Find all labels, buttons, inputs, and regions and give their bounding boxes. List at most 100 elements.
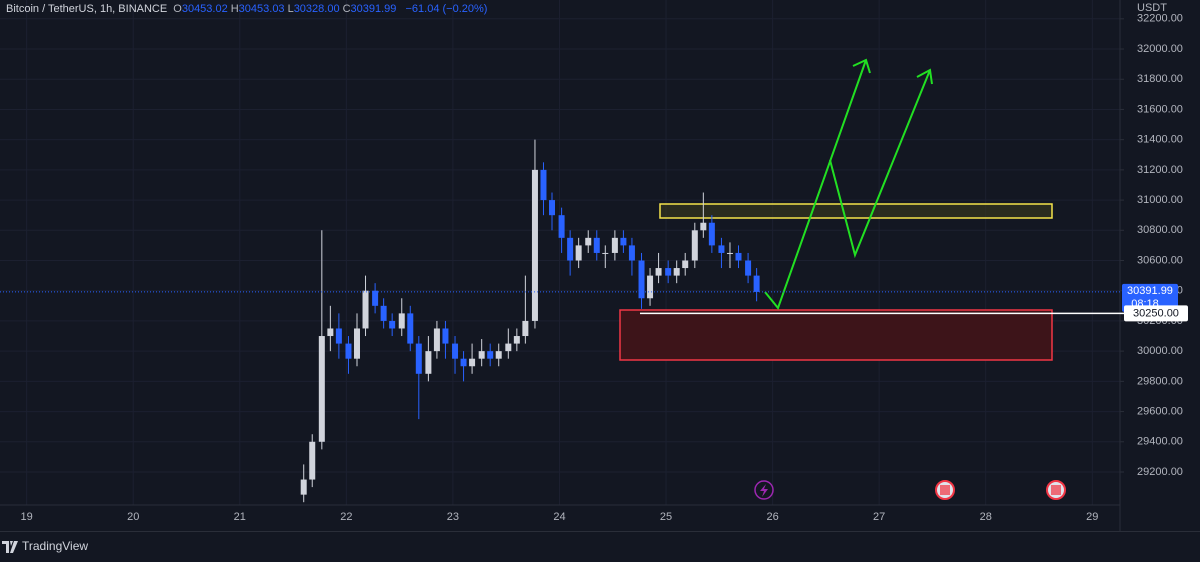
candle-body [735, 252, 742, 261]
y-tick-label: 29400.00 [1137, 436, 1183, 448]
candle-body [398, 313, 405, 329]
brand: TradingView [22, 539, 89, 553]
x-tick-label: 26 [766, 511, 778, 523]
candle-body [540, 169, 547, 201]
y-tick-label: 29800.00 [1137, 375, 1183, 387]
y-tick-label: 32000.00 [1137, 43, 1183, 55]
candle-body [673, 268, 680, 276]
candle-body [353, 328, 360, 359]
x-tick-label: 28 [980, 511, 992, 523]
y-tick-label: 31200.00 [1137, 164, 1183, 176]
price-line-label: 30250.00 [1133, 307, 1179, 319]
x-tick-label: 19 [21, 511, 33, 523]
candle-body [549, 200, 556, 216]
x-tick-label: 21 [234, 511, 246, 523]
candle-body [415, 343, 422, 374]
axis-unit: USDT [1137, 2, 1167, 14]
ohlc-key: O [173, 3, 182, 15]
candle-body [487, 351, 494, 359]
legend-header: Bitcoin / TetherUS, 1h, BINANCE O30453.0… [6, 3, 490, 15]
y-tick-label: 31600.00 [1137, 103, 1183, 115]
candle-body [389, 320, 396, 329]
candle-body [700, 222, 707, 231]
event-glyph [1051, 485, 1061, 495]
candle-body [522, 320, 529, 337]
candle-body [593, 237, 600, 253]
y-tick-label: 31400.00 [1137, 134, 1183, 146]
y-tick-label: 29200.00 [1137, 466, 1183, 478]
candle-body [558, 215, 565, 238]
candle-body [318, 336, 325, 442]
symbol: Bitcoin / TetherUS, 1h, BINANCE [6, 3, 168, 15]
candle-body [460, 358, 467, 367]
candle-body [638, 260, 645, 299]
candle-body [620, 237, 627, 246]
candle-body [327, 328, 334, 337]
arrow-path [764, 59, 867, 311]
ohlc-key: L [287, 3, 294, 15]
ohlc-value: 30391.99 [350, 3, 397, 15]
candle-body [425, 351, 432, 374]
candle-body [380, 305, 387, 321]
x-tick-label: 25 [660, 511, 672, 523]
last-price-label: 30391.99 [1127, 285, 1173, 297]
footer: TradingView [0, 531, 1200, 562]
y-tick-label: 30600.00 [1137, 254, 1183, 266]
candle-body [665, 268, 672, 276]
axes: 29200.00 29400.00 29600.00 29800.00 30000.00… [0, 13, 1188, 523]
change: −61.04 (−0.20%) [405, 3, 488, 15]
ohlc-value: 30453.02 [181, 3, 228, 15]
event-glyph [760, 484, 768, 497]
y-tick-label: 31800.00 [1137, 73, 1183, 85]
event-glyph [940, 485, 950, 495]
candle-body [708, 222, 715, 246]
price-line-box [1124, 305, 1188, 322]
candle-body [726, 252, 733, 254]
candle-body [647, 275, 654, 299]
arrow-path [829, 69, 931, 259]
candle-body [602, 252, 609, 254]
event-icons [754, 480, 1066, 500]
candle-body [335, 328, 342, 344]
projection-arrows [764, 58, 933, 311]
candle-body [505, 343, 512, 352]
candle-body [407, 313, 414, 344]
y-tick-label: 31000.00 [1137, 194, 1183, 206]
x-tick-label: 23 [447, 511, 459, 523]
grid [0, 0, 1120, 505]
logo [2, 541, 18, 553]
candle-body [513, 336, 520, 344]
y-tick-label: 30000.00 [1137, 345, 1183, 357]
candle-body [611, 237, 618, 253]
candle-body [442, 328, 449, 344]
candle-body [309, 441, 316, 480]
candle-body [682, 260, 689, 269]
candle-body [655, 268, 662, 276]
candles [300, 139, 760, 503]
y-tick-label: 30800.00 [1137, 224, 1183, 236]
ohlc-value: 30453.03 [238, 3, 285, 15]
candle-body [433, 328, 440, 352]
candle-body [575, 245, 582, 261]
candle-body [628, 245, 635, 261]
candle-body [469, 358, 476, 367]
x-tick-label: 20 [127, 511, 139, 523]
candle-body [345, 343, 352, 359]
candle-body [531, 169, 538, 321]
candle-body [452, 343, 459, 359]
y-tick-label: 32200.00 [1137, 13, 1183, 25]
ohlc-key: C [342, 3, 351, 15]
ohlc: O30453.02 H30453.03 L30328.00 C30391.99 [173, 3, 399, 15]
candle-body [585, 237, 592, 246]
candle-body [495, 351, 502, 359]
ohlc-value: 30328.00 [293, 3, 340, 15]
arrow-head [916, 68, 933, 85]
candle-body [567, 237, 574, 261]
y-tick-label: 29600.00 [1137, 405, 1183, 417]
candle-body [478, 351, 485, 359]
x-tick-label: 29 [1086, 511, 1098, 523]
candle-body [362, 290, 369, 329]
candle-body [745, 260, 752, 276]
x-tick-label: 22 [340, 511, 352, 523]
